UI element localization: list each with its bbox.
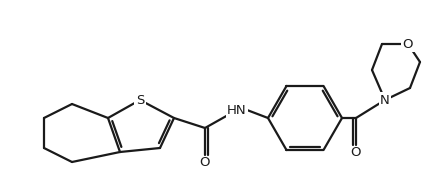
Text: O: O xyxy=(402,37,412,51)
Text: O: O xyxy=(199,157,210,169)
Text: O: O xyxy=(350,146,360,159)
Text: HN: HN xyxy=(227,103,246,117)
Text: N: N xyxy=(379,93,389,107)
Text: S: S xyxy=(135,93,144,107)
